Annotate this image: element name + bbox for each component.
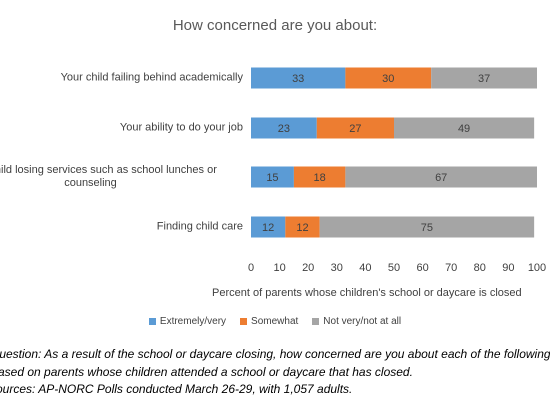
x-tick-label: 60 [416, 262, 428, 274]
x-tick-label: 30 [331, 262, 343, 274]
bar-segment [251, 117, 317, 139]
x-tick-label: 0 [248, 262, 254, 274]
legend-label: Not very/not at all [323, 316, 402, 327]
x-tick-label: 10 [273, 262, 285, 274]
bar-segment [285, 216, 320, 238]
bar-segment [251, 216, 286, 238]
bar-segment [251, 67, 346, 89]
legend-swatch [312, 318, 320, 325]
data-label: 30 [382, 73, 394, 85]
legend-label: Extremely/very [159, 316, 227, 327]
data-label: 49 [458, 123, 470, 135]
data-label: 27 [349, 123, 361, 135]
x-tick-label: 50 [388, 262, 400, 274]
source: Sources: AP-NORC Polls conducted March 2… [0, 382, 353, 396]
chart-title: How concerned are you about: [172, 17, 378, 34]
legend-swatch [240, 318, 248, 325]
data-label: 23 [278, 123, 290, 135]
x-axis-title: Percent of parents whose children's scho… [212, 287, 522, 299]
data-label: 15 [266, 172, 278, 184]
data-label: 67 [435, 172, 447, 184]
y-tick-label: Finding child care [156, 220, 243, 233]
x-tick-label: 20 [302, 262, 314, 274]
x-tick-label: 80 [474, 262, 486, 274]
x-tick-label: 70 [445, 262, 457, 274]
data-label: 37 [478, 73, 490, 85]
bar-segment [251, 166, 294, 188]
y-tick-label: Your ability to do your job [119, 121, 243, 134]
bar-segment [345, 166, 537, 188]
legend-label: Somewhat [251, 316, 299, 327]
data-label: 12 [296, 222, 308, 234]
x-tick-label: 90 [502, 262, 514, 274]
x-tick-label: 40 [359, 262, 371, 274]
bar-segment [345, 67, 432, 89]
note: Question: As a result of the school or d… [0, 347, 550, 379]
legend-item: Not very/not at all [312, 316, 401, 327]
data-label: 33 [292, 73, 304, 85]
legend: Extremely/very Somewhat Not very/not at al… [0, 316, 550, 327]
data-label: 18 [314, 172, 326, 184]
bar-segment [394, 117, 535, 139]
bar-segment [431, 67, 537, 89]
bar-segment [319, 216, 535, 238]
bar-segment [293, 166, 346, 188]
y-tick-label: Your child failing behind academically [60, 71, 243, 84]
legend-item: Somewhat [240, 316, 298, 327]
data-label: 12 [262, 222, 274, 234]
y-tick-label: Your child losing services such as schoo… [0, 164, 217, 189]
x-tick-label: 100 [528, 262, 546, 274]
bar-segment [316, 117, 394, 139]
data-label: 75 [421, 222, 433, 234]
legend-swatch [148, 318, 156, 325]
legend-item: Extremely/very [148, 316, 227, 327]
